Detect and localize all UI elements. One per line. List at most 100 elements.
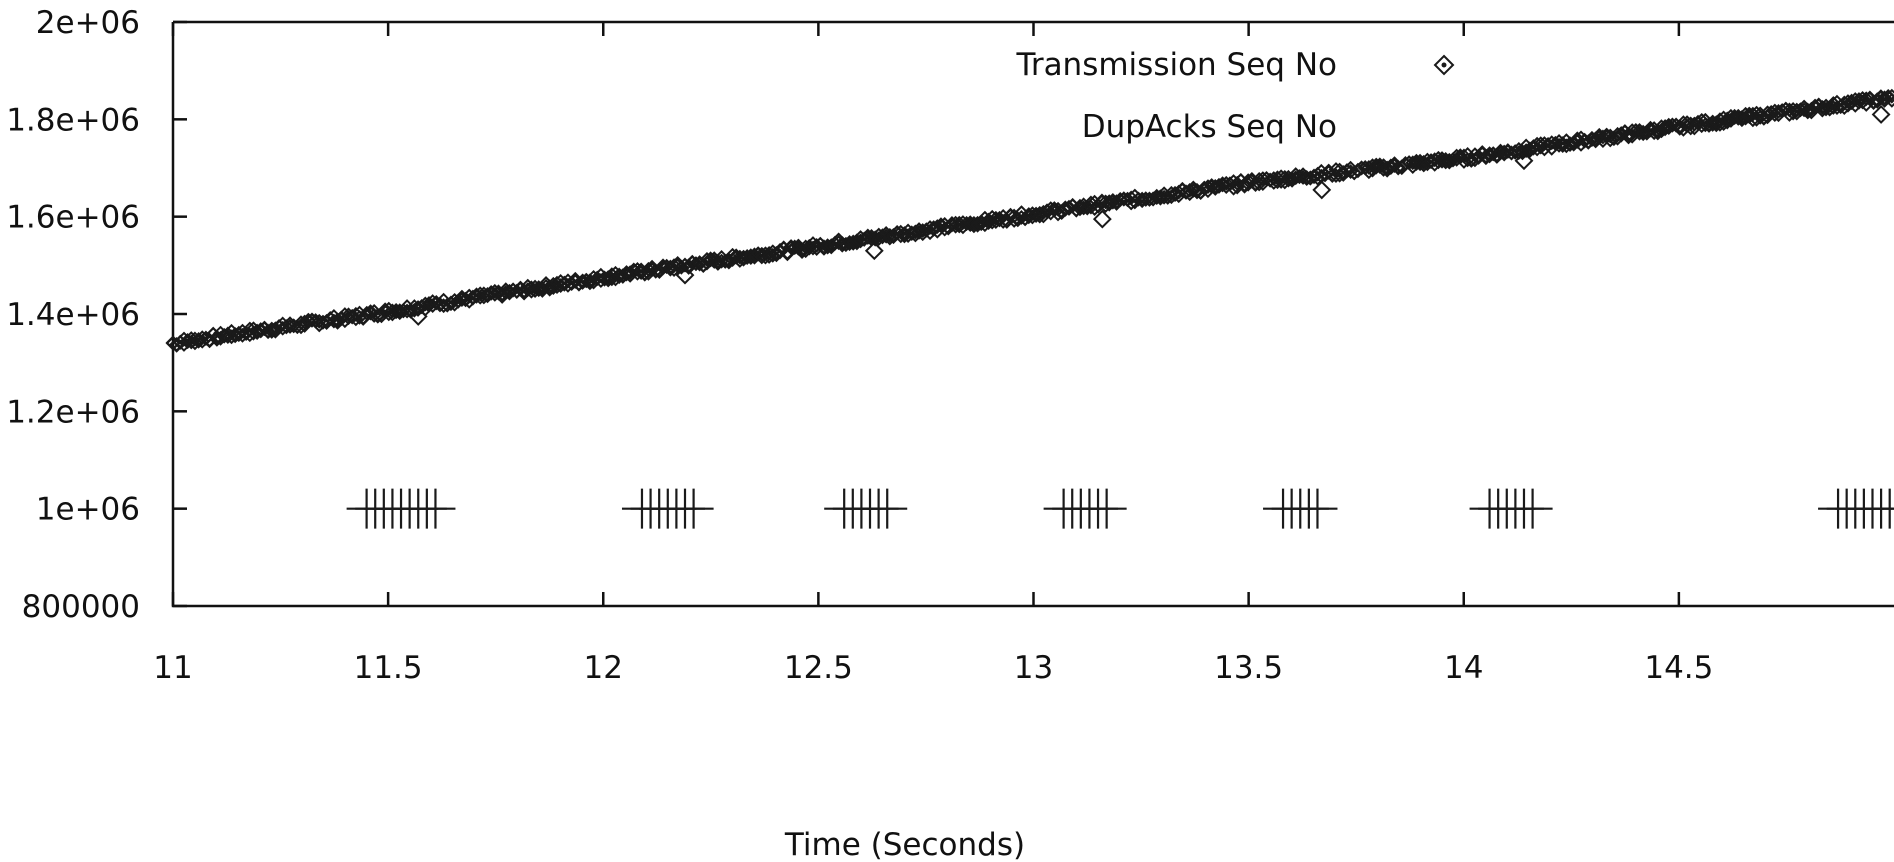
transmission-point xyxy=(330,314,345,330)
transmission-point xyxy=(710,256,726,271)
x-tick-label: 14.5 xyxy=(1644,650,1713,686)
transmission-point xyxy=(1478,148,1494,164)
transmission-point xyxy=(1825,100,1841,115)
transmission-point xyxy=(743,248,759,264)
transmission-point xyxy=(1610,130,1625,146)
transmission-point xyxy=(450,293,466,309)
x-tick-label: 12.5 xyxy=(784,650,853,686)
y-tick-label: 1.2e+06 xyxy=(6,394,140,430)
transmission-point xyxy=(1489,147,1505,163)
transmission-point xyxy=(1708,117,1724,133)
x-tick-label: 12 xyxy=(584,650,623,686)
transmission-point xyxy=(911,224,927,240)
transmission-point xyxy=(1328,162,1344,177)
transmission-point xyxy=(794,242,810,257)
transmission-point-dip xyxy=(1312,180,1332,200)
transmission-point xyxy=(359,305,375,321)
transmission-point xyxy=(428,295,444,311)
x-tick-label: 14 xyxy=(1444,650,1483,686)
transmission-point xyxy=(1657,119,1673,134)
transmission-point xyxy=(1046,201,1062,216)
transmission-point xyxy=(1328,168,1344,183)
x-tick-label: 11.5 xyxy=(354,650,423,686)
transmission-point xyxy=(231,327,247,343)
transmission-point xyxy=(1877,90,1892,106)
transmission-point xyxy=(988,210,1004,226)
transmission-point xyxy=(1339,163,1355,178)
transmission-point xyxy=(425,294,441,309)
y-tick-label: 1e+06 xyxy=(36,492,140,528)
transmission-point xyxy=(249,323,265,339)
transmission-point xyxy=(1537,136,1552,151)
x-tick-label: 13.5 xyxy=(1214,650,1283,686)
transmission-point-dip xyxy=(408,307,428,326)
transmission-point-dip xyxy=(864,241,884,261)
transmission-point xyxy=(1493,145,1508,161)
legend-marker-transmission xyxy=(1433,54,1455,76)
transmission-point xyxy=(1544,140,1560,156)
transmission-point xyxy=(505,282,521,298)
transmission-point xyxy=(838,236,854,252)
transmission-point xyxy=(377,304,393,320)
transmission-point xyxy=(264,321,280,337)
transmission-point xyxy=(1438,154,1454,170)
axes xyxy=(171,20,1894,608)
transmission-point xyxy=(849,233,865,249)
transmission-point xyxy=(608,271,623,287)
transmission-point xyxy=(1661,120,1677,136)
transmission-point xyxy=(586,269,601,285)
transmission-point xyxy=(1057,200,1073,216)
transmission-point xyxy=(436,298,452,314)
transmission-point xyxy=(1884,92,1894,108)
transmission-point xyxy=(443,295,459,311)
transmission-point xyxy=(494,286,510,302)
legend-label-transmission: Transmission Seq No xyxy=(1015,47,1337,83)
dupack-point xyxy=(1512,488,1553,529)
x-axis-ticks: 11 11.5 12 12.5 13 13.5 14 14.5 xyxy=(153,22,1713,686)
dupack-point xyxy=(673,488,714,529)
transmission-point xyxy=(977,217,993,233)
transmission-point xyxy=(282,316,298,332)
y-tick-label: 1.4e+06 xyxy=(6,297,140,333)
transmission-point-dip xyxy=(1871,105,1891,124)
transmission-point xyxy=(267,323,283,339)
transmission-point xyxy=(194,330,210,346)
transmission-point xyxy=(1741,106,1757,122)
transmission-point xyxy=(1061,199,1077,215)
x-axis-title: Time (Seconds) xyxy=(784,827,1025,862)
legend: Transmission Seq No DupAcks Seq No xyxy=(1015,47,1455,145)
transmission-point xyxy=(1719,111,1735,127)
transmission-point xyxy=(1116,191,1132,207)
transmission-point xyxy=(1771,104,1786,119)
transmission-point xyxy=(1215,177,1231,193)
legend-diamond-marker xyxy=(1433,54,1455,76)
transmission-point xyxy=(1610,126,1625,142)
transmission-point xyxy=(929,219,945,234)
x-tick-label: 13 xyxy=(1014,650,1053,686)
transmission-point xyxy=(1544,135,1560,151)
transmission-point xyxy=(1515,144,1530,160)
y-tick-label: 800000 xyxy=(22,589,140,625)
series-transmission-seq xyxy=(165,88,1894,353)
transmission-point xyxy=(1153,190,1168,206)
y-tick-label: 1.8e+06 xyxy=(6,102,140,138)
transmission-point xyxy=(1163,185,1179,201)
transmission-point xyxy=(897,228,912,244)
transmission-point xyxy=(1716,116,1732,132)
transmission-point xyxy=(1003,207,1018,223)
legend-label-dupacks: DupAcks Seq No xyxy=(1082,109,1337,145)
transmission-point xyxy=(1127,194,1143,210)
transmission-point xyxy=(1368,159,1384,175)
transmission-point xyxy=(1207,179,1223,194)
transmission-point xyxy=(1021,209,1037,225)
transmission-point xyxy=(1822,101,1838,117)
transmission-point xyxy=(502,285,517,301)
transmission-point xyxy=(1218,175,1234,191)
transmission-point xyxy=(915,223,931,238)
transmission-point xyxy=(1101,196,1117,212)
x-tick-label: 11 xyxy=(153,650,192,686)
dupack-point xyxy=(1086,488,1127,529)
transmission-point-dip xyxy=(1514,151,1534,171)
transmission-point xyxy=(1452,148,1468,164)
